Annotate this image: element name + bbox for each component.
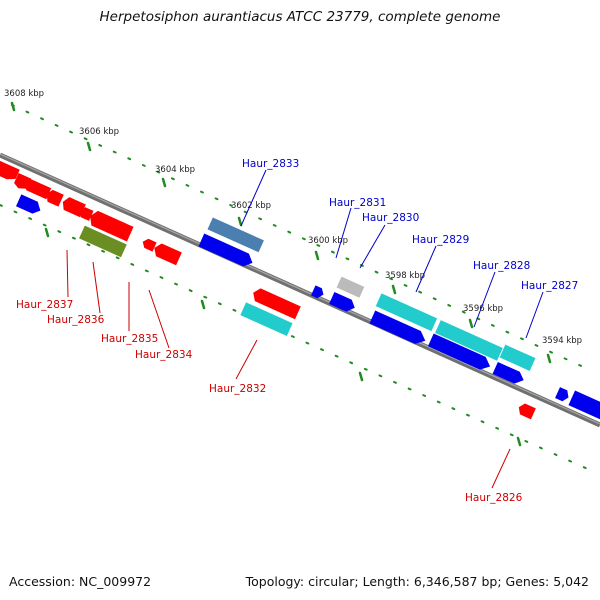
gene-label-haur-2826[interactable]: Haur_2826 — [465, 492, 523, 504]
genome-backbone-highlight — [0, 153, 600, 425]
callout-line — [415, 245, 437, 293]
tick-label: 3594 kbp — [542, 336, 582, 346]
gene-feature[interactable] — [79, 225, 127, 258]
gene-label-haur-2835[interactable]: Haur_2835 — [101, 333, 158, 345]
gene-feature[interactable] — [16, 194, 43, 216]
gene-label-haur-2831[interactable]: Haur_2831 — [329, 197, 386, 209]
gene-feature[interactable] — [0, 159, 20, 183]
major-tick — [358, 371, 364, 382]
gene-feature[interactable] — [499, 344, 536, 371]
gene-feature[interactable] — [555, 387, 571, 403]
gene-feature[interactable] — [310, 285, 326, 300]
major-tick — [314, 250, 320, 261]
gene-feature[interactable] — [250, 286, 301, 320]
callout-line — [148, 289, 170, 349]
gene-label-haur-2832[interactable]: Haur_2832 — [209, 383, 266, 395]
callout-line — [335, 207, 352, 259]
callout-lines — [66, 169, 544, 489]
genome-backbone — [0, 152, 600, 428]
gene-label-haur-2828[interactable]: Haur_2828 — [473, 260, 530, 272]
gene-feature[interactable] — [516, 402, 536, 420]
gene-features — [0, 159, 600, 423]
gene-feature[interactable] — [329, 292, 357, 314]
gene-feature[interactable] — [151, 241, 182, 266]
gene-feature[interactable] — [44, 188, 64, 207]
tick-label: 3606 kbp — [79, 127, 119, 137]
callout-line — [525, 291, 544, 339]
gene-feature[interactable] — [492, 361, 527, 387]
tick-label: 3602 kbp — [231, 201, 271, 211]
tick-label: 3600 kbp — [308, 236, 348, 246]
gene-feature[interactable] — [240, 302, 293, 337]
gene-labels: Haur_2837 Haur_2836 Haur_2835 Haur_2834 … — [16, 158, 578, 504]
genome-title: Herpetosiphon aurantiacus ATCC 23779, co… — [99, 9, 501, 25]
major-tick — [10, 101, 16, 112]
gene-feature[interactable] — [375, 293, 438, 332]
tick-label: 3608 kbp — [4, 89, 44, 99]
gene-label-haur-2827[interactable]: Haur_2827 — [521, 280, 578, 292]
gene-feature[interactable] — [336, 276, 365, 298]
gene-feature[interactable] — [568, 390, 600, 423]
gene-feature[interactable] — [207, 217, 264, 253]
major-tick — [237, 216, 243, 227]
tick-row-inner — [0, 204, 591, 471]
callout-line — [235, 339, 258, 380]
tick-dots — [0, 104, 591, 471]
major-tick — [44, 227, 50, 238]
callout-line — [359, 224, 386, 269]
major-tick — [391, 284, 397, 295]
gene-feature[interactable] — [435, 320, 503, 361]
major-tick — [516, 436, 522, 447]
tick-label: 3604 kbp — [155, 165, 195, 175]
gene-label-haur-2830[interactable]: Haur_2830 — [362, 212, 419, 224]
gene-label-haur-2829[interactable]: Haur_2829 — [412, 234, 469, 246]
gene-feature[interactable] — [23, 178, 52, 200]
gene-feature[interactable] — [198, 233, 256, 270]
major-tick — [86, 141, 92, 152]
callout-line — [66, 249, 69, 298]
gene-feature[interactable] — [87, 209, 134, 242]
major-tick — [546, 353, 552, 364]
gene-feature[interactable] — [78, 206, 94, 221]
gene-label-haur-2833[interactable]: Haur_2833 — [242, 158, 299, 170]
genome-summary-text: Topology: circular; Length: 6,346,587 bp… — [245, 574, 589, 589]
major-tick — [200, 299, 206, 310]
gene-feature[interactable] — [369, 310, 429, 348]
gene-label-haur-2836[interactable]: Haur_2836 — [47, 314, 105, 326]
callout-line — [473, 271, 496, 328]
tick-label: 3598 kbp — [385, 271, 425, 281]
callout-line — [491, 448, 511, 489]
gene-label-haur-2834[interactable]: Haur_2834 — [135, 349, 193, 361]
tick-label: 3596 kbp — [463, 304, 503, 314]
gene-feature[interactable] — [60, 196, 86, 218]
gene-feature[interactable] — [141, 237, 157, 252]
major-tick — [468, 318, 474, 329]
major-tick — [161, 177, 167, 188]
gene-label-haur-2837[interactable]: Haur_2837 — [16, 299, 73, 311]
callout-line — [240, 169, 267, 227]
accession-text: Accession: NC_009972 — [9, 574, 152, 589]
tick-row-outer — [11, 104, 591, 371]
gene-feature[interactable] — [427, 333, 493, 372]
callout-line — [92, 261, 101, 314]
major-ticks — [10, 101, 552, 447]
